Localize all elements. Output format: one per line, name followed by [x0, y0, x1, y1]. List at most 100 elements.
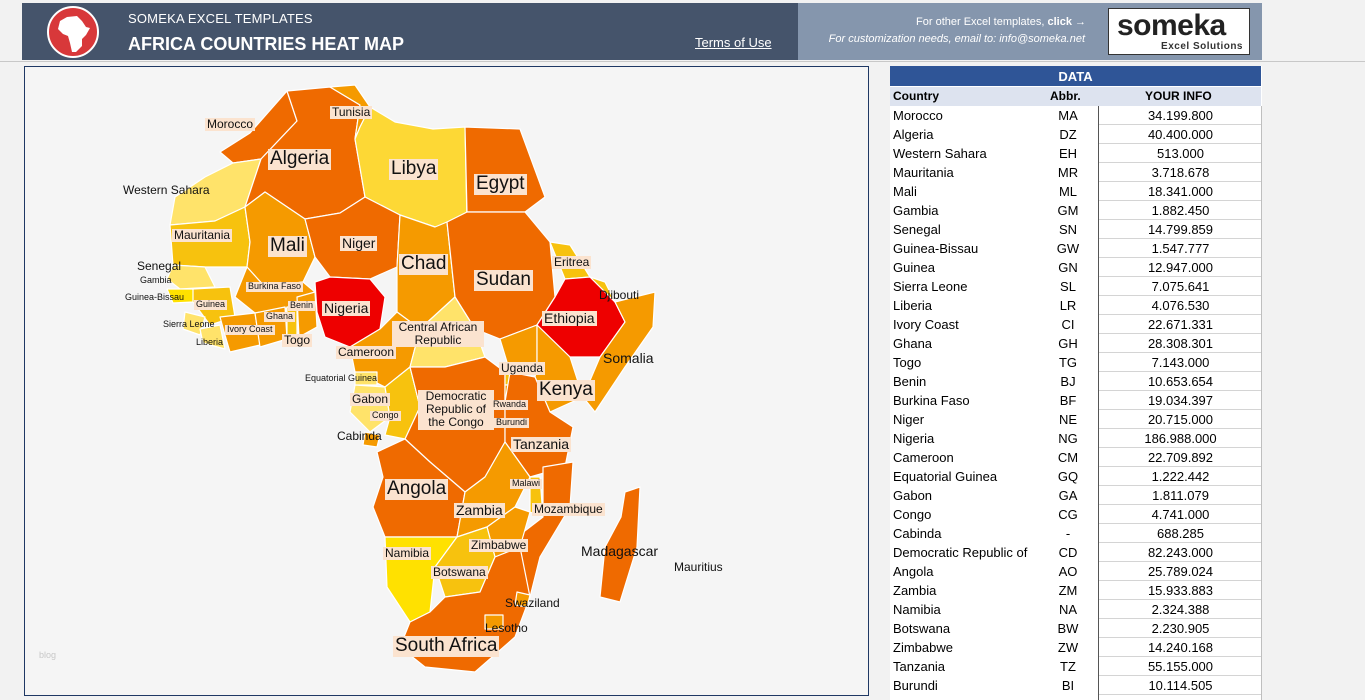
- cell-abbr[interactable]: GA: [1058, 488, 1078, 503]
- cell-abbr[interactable]: CI: [1061, 317, 1075, 332]
- cell-country[interactable]: Togo: [893, 355, 922, 370]
- table-row[interactable]: Equatorial Guinea GQ 1.222.442: [890, 467, 1262, 486]
- cell-value[interactable]: 25.789.024: [1147, 564, 1214, 579]
- other-templates-text[interactable]: For other Excel templates, click →: [916, 16, 1086, 28]
- cell-country[interactable]: Namibia: [893, 602, 941, 617]
- cell-country[interactable]: Angola: [893, 564, 934, 579]
- cell-abbr[interactable]: AO: [1058, 564, 1078, 579]
- cell-country[interactable]: Nigeria: [893, 431, 935, 446]
- table-row[interactable]: Togo TG 7.143.000: [890, 353, 1262, 372]
- table-row[interactable]: Gabon GA 1.811.079: [890, 486, 1262, 505]
- cell-value[interactable]: 3.718.678: [1151, 165, 1210, 180]
- table-row[interactable]: Nigeria NG 186.988.000: [890, 429, 1262, 448]
- cell-value[interactable]: 1.547.777: [1151, 241, 1210, 256]
- cell-country[interactable]: Ghana: [893, 336, 933, 351]
- cell-country[interactable]: Algeria: [893, 127, 934, 142]
- table-row[interactable]: Tanzania TZ 55.155.000: [890, 657, 1262, 676]
- table-row[interactable]: Guinea GN 12.947.000: [890, 258, 1262, 277]
- cell-abbr[interactable]: GQ: [1057, 469, 1079, 484]
- cell-country[interactable]: Morocco: [893, 108, 943, 123]
- cell-abbr[interactable]: CM: [1057, 450, 1079, 465]
- table-row[interactable]: Senegal SN 14.799.859: [890, 220, 1262, 239]
- table-row[interactable]: Western Sahara EH 513.000: [890, 144, 1262, 163]
- cell-abbr[interactable]: NA: [1058, 602, 1078, 617]
- cell-abbr[interactable]: GH: [1058, 336, 1078, 351]
- cell-country[interactable]: Burkina Faso: [893, 393, 970, 408]
- table-row[interactable]: Benin BJ 10.653.654: [890, 372, 1262, 391]
- cell-abbr[interactable]: GM: [1057, 203, 1079, 218]
- cell-abbr[interactable]: NG: [1058, 431, 1078, 446]
- cell-country[interactable]: Gambia: [893, 203, 939, 218]
- table-row[interactable]: Sierra Leone SL 7.075.641: [890, 277, 1262, 296]
- cell-value[interactable]: 10.653.654: [1147, 374, 1214, 389]
- cell-abbr[interactable]: ZW: [1057, 640, 1079, 655]
- cell-abbr[interactable]: MA: [1058, 108, 1078, 123]
- table-row[interactable]: Guinea-Bissau GW 1.547.777: [890, 239, 1262, 258]
- cell-value[interactable]: 22.709.892: [1147, 450, 1214, 465]
- cell-abbr[interactable]: TG: [1058, 355, 1078, 370]
- cell-country[interactable]: Ivory Coast: [893, 317, 959, 332]
- cell-abbr[interactable]: BF: [1059, 393, 1077, 408]
- cell-country[interactable]: Cabinda: [893, 526, 942, 541]
- someka-logo[interactable]: someka Excel Solutions: [1108, 8, 1250, 55]
- cell-country[interactable]: Senegal: [893, 222, 941, 237]
- cell-value[interactable]: 2.324.388: [1151, 602, 1210, 617]
- cell-abbr[interactable]: SL: [1060, 279, 1076, 294]
- cell-abbr[interactable]: DZ: [1059, 127, 1077, 142]
- cell-country[interactable]: Guinea: [893, 260, 935, 275]
- cell-abbr[interactable]: GN: [1058, 260, 1078, 275]
- cell-country[interactable]: Liberia: [893, 298, 933, 313]
- cell-abbr[interactable]: LR: [1059, 298, 1077, 313]
- cell-value[interactable]: 186.988.000: [1144, 431, 1217, 446]
- cell-value[interactable]: 1.811.079: [1152, 488, 1209, 503]
- table-row[interactable]: Zimbabwe ZW 14.240.168: [890, 638, 1262, 657]
- cell-country[interactable]: Benin: [893, 374, 927, 389]
- cell-abbr[interactable]: MR: [1057, 165, 1079, 180]
- cell-abbr[interactable]: CD: [1058, 545, 1078, 560]
- cell-value[interactable]: 82.243.000: [1147, 545, 1214, 560]
- cell-abbr[interactable]: BW: [1057, 621, 1079, 636]
- table-row[interactable]: Democratic Republic of CD 82.243.000: [890, 543, 1262, 562]
- cell-value[interactable]: 7.143.000: [1151, 355, 1210, 370]
- cell-value[interactable]: 15.933.883: [1147, 583, 1214, 598]
- cell-value[interactable]: 55.155.000: [1147, 659, 1214, 674]
- cell-country[interactable]: Niger: [893, 412, 925, 427]
- table-row[interactable]: Ghana GH 28.308.301: [890, 334, 1262, 353]
- table-row[interactable]: Burundi BI 10.114.505: [890, 676, 1262, 695]
- table-row[interactable]: Cameroon CM 22.709.892: [890, 448, 1262, 467]
- cell-value[interactable]: 18.341.000: [1147, 184, 1214, 199]
- cell-value[interactable]: 4.076.530: [1151, 298, 1210, 313]
- cell-country[interactable]: Cameroon: [893, 450, 954, 465]
- cell-abbr[interactable]: ML: [1058, 184, 1078, 199]
- table-row[interactable]: Mauritania MR 3.718.678: [890, 163, 1262, 182]
- cell-value[interactable]: 513.000: [1157, 146, 1204, 161]
- cell-country[interactable]: Gabon: [893, 488, 933, 503]
- cell-value[interactable]: 34.199.800: [1147, 108, 1214, 123]
- table-row[interactable]: Ivory Coast CI 22.671.331: [890, 315, 1262, 334]
- cell-value[interactable]: 1.222.442: [1151, 469, 1210, 484]
- cell-value[interactable]: 4.741.000: [1151, 507, 1210, 522]
- table-row[interactable]: Morocco MA 34.199.800: [890, 106, 1262, 125]
- table-row[interactable]: Cabinda - 688.285: [890, 524, 1262, 543]
- table-row[interactable]: Liberia LR 4.076.530: [890, 296, 1262, 315]
- cell-value[interactable]: 20.715.000: [1147, 412, 1214, 427]
- table-row[interactable]: Gambia GM 1.882.450: [890, 201, 1262, 220]
- cell-value[interactable]: 40.400.000: [1147, 127, 1214, 142]
- table-row[interactable]: Mali ML 18.341.000: [890, 182, 1262, 201]
- cell-abbr[interactable]: TZ: [1060, 659, 1076, 674]
- table-row[interactable]: Namibia NA 2.324.388: [890, 600, 1262, 619]
- cell-abbr[interactable]: -: [1065, 526, 1071, 541]
- cell-abbr[interactable]: EH: [1058, 146, 1078, 161]
- cell-abbr[interactable]: CG: [1058, 507, 1078, 522]
- cell-abbr[interactable]: ZM: [1058, 583, 1078, 598]
- cell-value[interactable]: 2.230.905: [1151, 621, 1210, 636]
- cell-country[interactable]: Botswana: [893, 621, 951, 636]
- cell-value[interactable]: 7.075.641: [1151, 279, 1210, 294]
- cell-country[interactable]: Zambia: [893, 583, 937, 598]
- cell-value[interactable]: 22.671.331: [1147, 317, 1214, 332]
- cell-abbr[interactable]: GW: [1056, 241, 1080, 256]
- cell-country[interactable]: Burundi: [893, 678, 938, 693]
- cell-value[interactable]: 19.034.397: [1147, 393, 1214, 408]
- cell-value[interactable]: 14.799.859: [1147, 222, 1214, 237]
- table-row[interactable]: Congo CG 4.741.000: [890, 505, 1262, 524]
